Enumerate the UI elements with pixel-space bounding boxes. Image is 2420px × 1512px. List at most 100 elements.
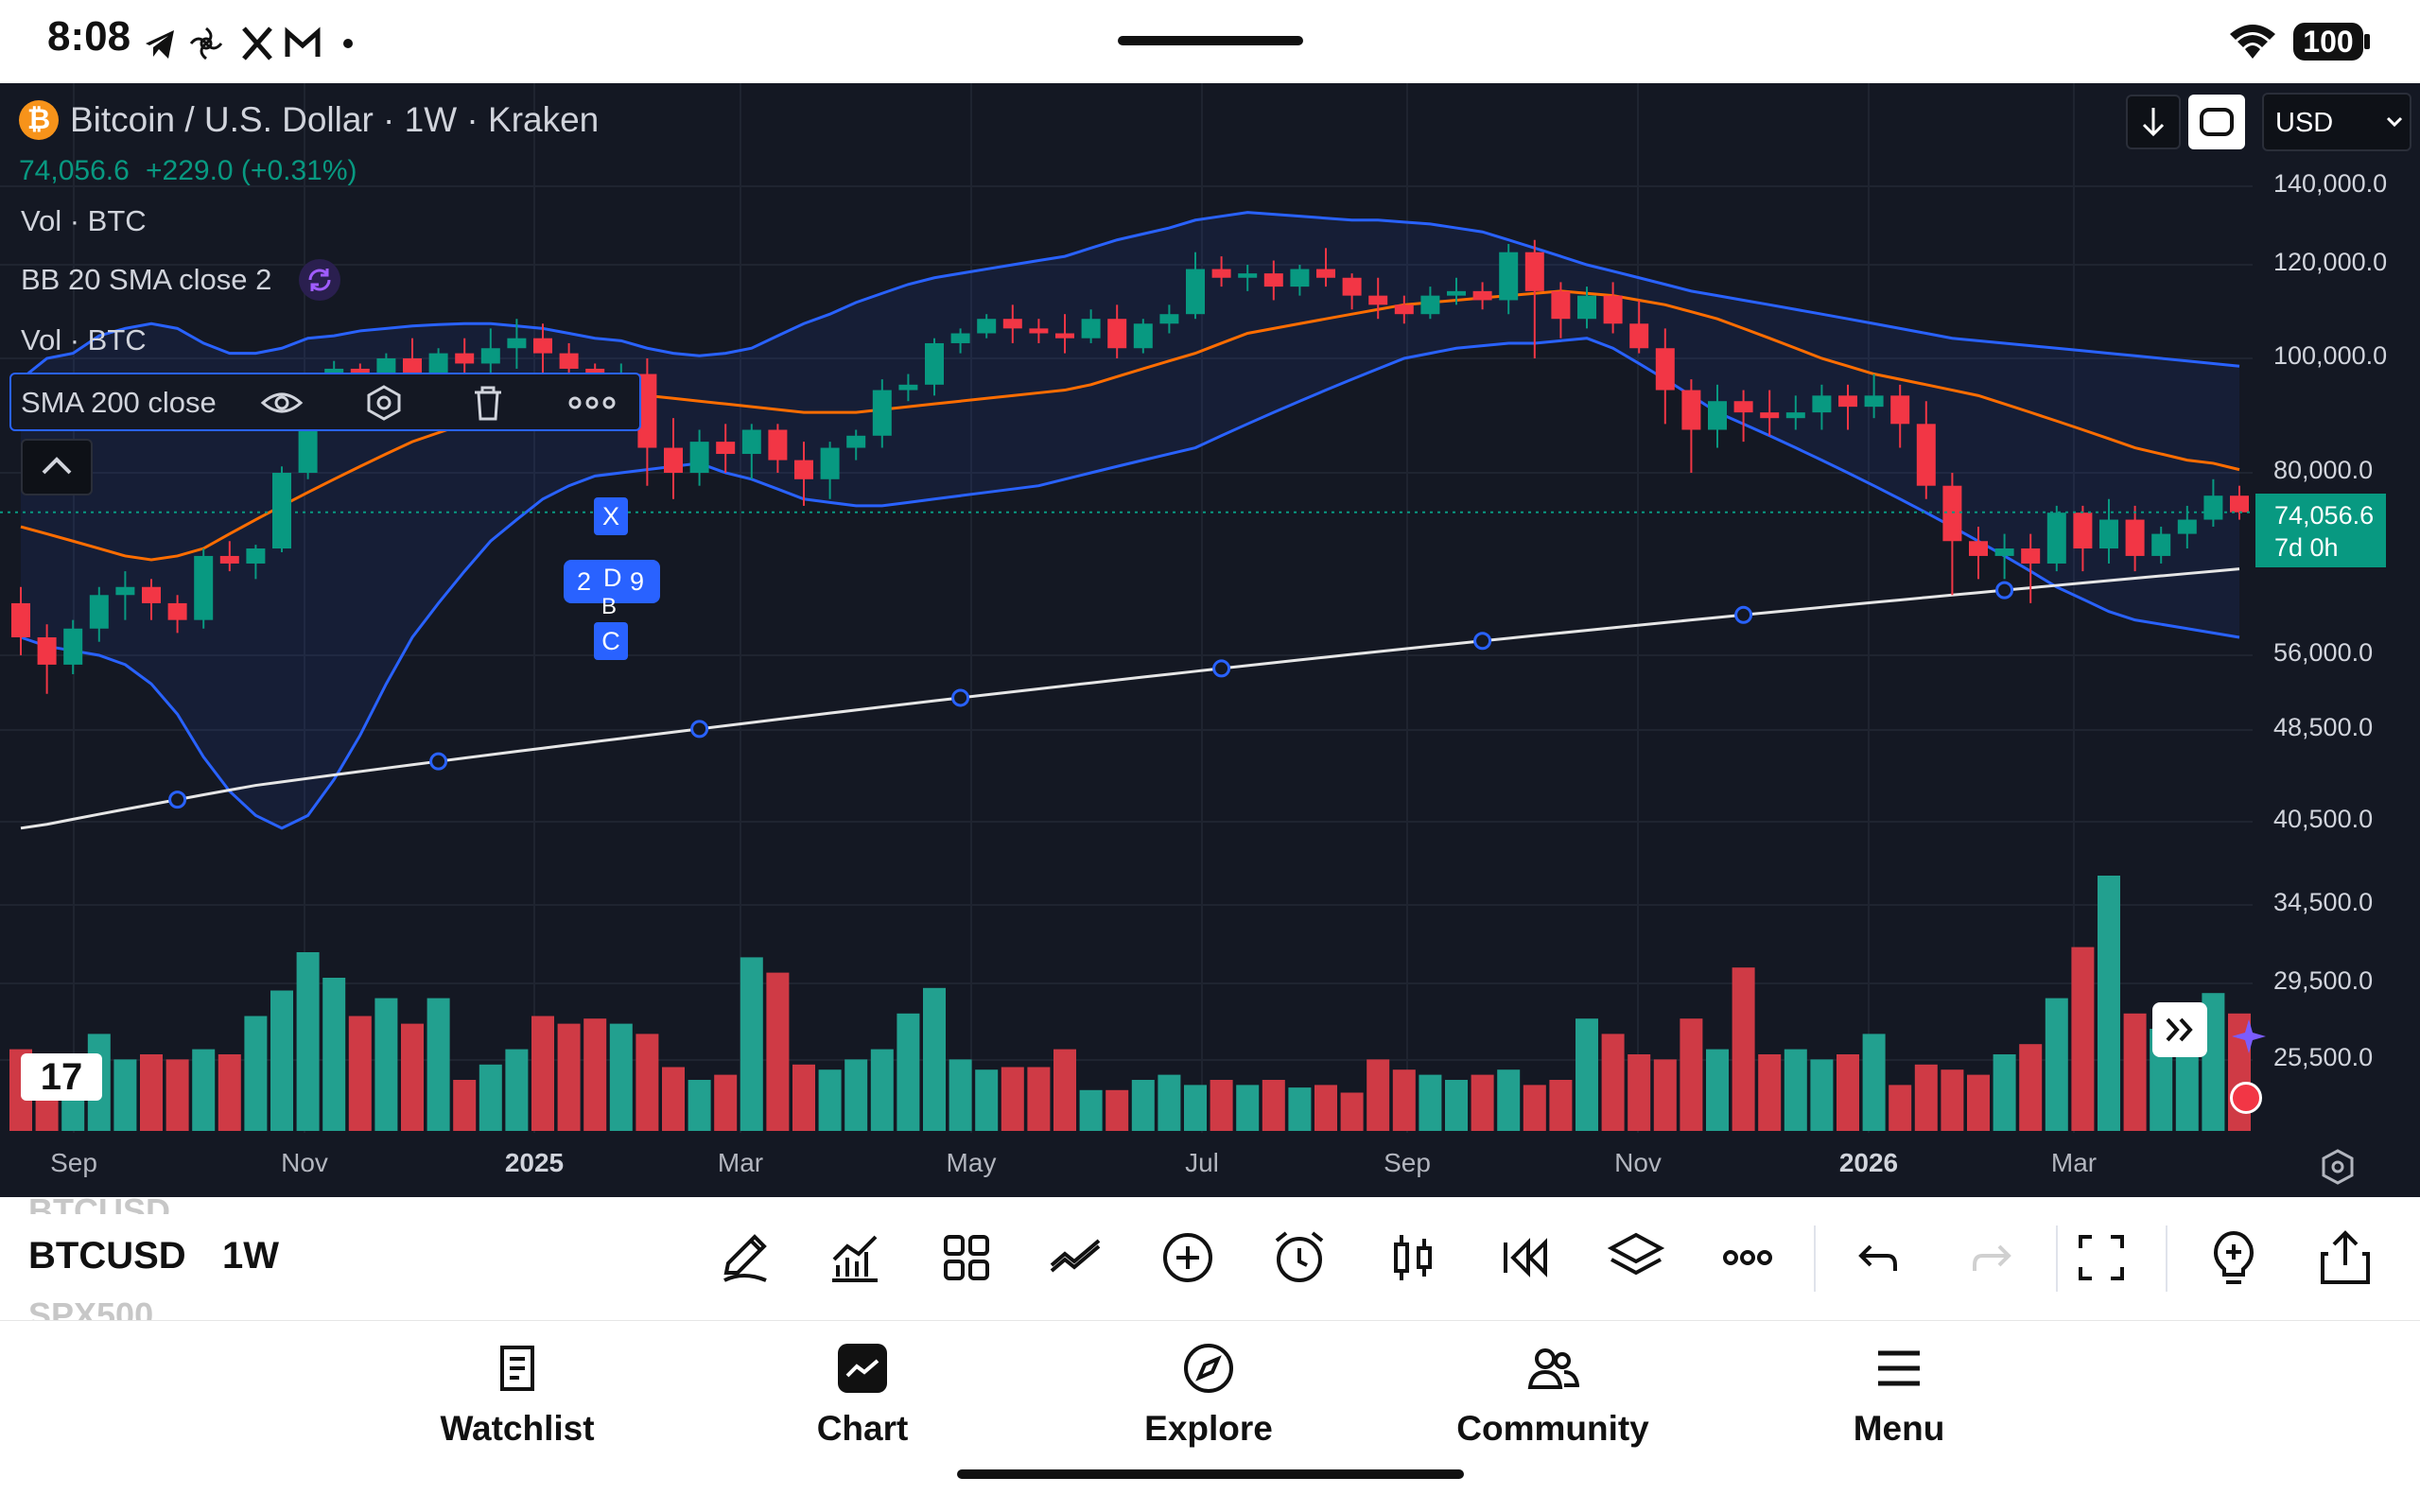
volume-bar [140,1054,163,1131]
volume-bar [870,1049,894,1131]
indicator-bb-label[interactable]: BB 20 SMA close 2 [21,263,272,296]
symbol-title[interactable]: Bitcoin / U.S. Dollar · 1W · Kraken [70,100,600,139]
volume-bar [2019,1044,2043,1131]
symbol-carousel-prev[interactable]: BTCUSD [28,1191,170,1214]
candle-body [1916,424,1936,486]
symbol-carousel-next[interactable]: SPX500 [28,1295,154,1320]
volume-bar [635,1034,659,1131]
time-axis-label: 2025 [504,1148,565,1177]
chart-canvas[interactable] [0,83,2420,1197]
sma200-marker [690,720,709,739]
candle-body [1785,412,1805,419]
currency-select[interactable]: USD [2262,93,2411,151]
eye-icon[interactable] [259,386,305,420]
volume-bar [1340,1092,1364,1131]
fullscreen-icon[interactable] [2071,1227,2132,1288]
candle-body [1812,395,1832,413]
idea-bulb-icon[interactable] [2203,1227,2264,1288]
collapse-legend-button[interactable] [21,439,93,495]
sma-indicator-toolbar[interactable]: SMA 200 close [9,373,641,431]
indicator-sma-label[interactable]: SMA 200 close [21,386,217,419]
more-icon[interactable] [1717,1227,1778,1288]
battery-tip [2364,34,2370,49]
volume-bar [1445,1080,1468,1131]
more-options-icon[interactable] [567,390,617,416]
toolbar-divider [1814,1225,1816,1292]
pattern-point-c[interactable]: C [594,622,628,660]
candle-body [2125,519,2145,556]
chart-panel[interactable]: ₿ Bitcoin / U.S. Dollar · 1W · Kraken 74… [0,83,2420,1197]
candle-body [1733,401,1753,413]
volume-bar [1131,1080,1155,1131]
drawing-pen-icon[interactable] [715,1227,775,1288]
volume-bar [1027,1067,1051,1131]
alert-clock-icon[interactable] [1269,1227,1330,1288]
sparkle-icon[interactable] [2230,1017,2268,1055]
nav-chart[interactable]: Chart [749,1342,976,1449]
volume-bar [1079,1089,1103,1131]
share-icon[interactable] [2315,1227,2376,1288]
indicator-lines [20,211,2240,830]
bollinger-basis-line [20,289,2240,562]
chart-settings-icon[interactable] [2319,1148,2357,1186]
compare-lines-icon[interactable] [1046,1227,1106,1288]
candle-body [664,447,683,473]
add-circle-icon[interactable] [1158,1227,1218,1288]
volume-bar [1993,1054,2016,1131]
candle-body [925,342,944,385]
scroll-to-realtime-button[interactable] [2152,1002,2207,1057]
volume-bar [557,1023,581,1131]
layout-grid-icon[interactable] [936,1227,997,1288]
undo-icon[interactable] [1848,1227,1908,1288]
badge-price: 74,056.6 [2274,501,2375,530]
indicators-chart-icon[interactable] [825,1227,885,1288]
double-chevron-right-icon [2166,1017,2193,1042]
volume-bar [427,998,450,1131]
volume-bars [9,876,2251,1131]
pattern-point-d[interactable]: 2 D 9 [564,560,660,603]
candle-body [350,368,370,374]
volume-bar [401,1023,424,1131]
download-button[interactable] [2126,95,2181,149]
candle-body [1029,328,1049,334]
swap-icon [2200,108,2234,136]
candle-body [1838,395,1857,408]
pattern-point-x[interactable]: X [594,497,628,535]
symbol-name[interactable]: BTCUSD [28,1235,186,1277]
candles-icon[interactable] [1383,1227,1443,1288]
sma200-marker [1995,581,2014,600]
nav-explore[interactable]: Explore [1095,1342,1322,1449]
refresh-indicator-icon[interactable] [299,259,340,301]
compare-toggle-button[interactable] [2188,95,2245,149]
indicator-vol2-label[interactable]: Vol · BTC [21,323,147,356]
volume-bar [244,1016,268,1131]
nav-watchlist[interactable]: Watchlist [404,1342,631,1449]
nav-menu-label: Menu [1853,1409,1945,1448]
time-axis-label: 2026 [1838,1148,1899,1177]
candle-body [11,602,30,638]
replay-icon[interactable] [1494,1227,1555,1288]
interval-button[interactable]: 1W [222,1235,279,1277]
us-flag-icon[interactable] [2230,1082,2262,1114]
nav-community[interactable]: Community [1439,1342,1666,1449]
trash-icon[interactable] [469,384,507,422]
candle-body [1447,290,1466,296]
status-bar: 8:08 100 [0,0,2420,83]
nav-menu[interactable]: Menu [1785,1342,2012,1449]
redo-icon[interactable] [1961,1227,2022,1288]
layers-icon[interactable] [1606,1227,1666,1288]
volume-bar [1497,1069,1521,1131]
time-axis-label: Sep [1384,1148,1431,1177]
volume-bar [1628,1054,1651,1131]
tradingview-logo[interactable]: 17 [21,1053,102,1101]
volume-bar [1706,1049,1729,1131]
currency-value: USD [2275,108,2334,138]
pattern-point-b[interactable]: B [601,594,618,619]
indicator-vol-label[interactable]: Vol · BTC [21,204,147,237]
candle-body [2230,495,2249,513]
price-change: +229.0 (+0.31%) [146,155,357,186]
volume-bar [1837,1054,1859,1131]
settings-icon[interactable] [363,384,405,422]
candle-body [37,637,57,665]
volume-bar [975,1069,999,1131]
